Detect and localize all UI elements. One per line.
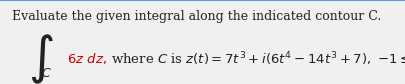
Text: Evaluate the given integral along the indicated contour C.: Evaluate the given integral along the in… — [12, 10, 382, 23]
Text: $\int$: $\int$ — [28, 32, 53, 84]
Text: where $C$ is $z(t) = 7t^3 + i(6t^4 - 14t^3 + 7),\ {-1} \leq t \leq 1$: where $C$ is $z(t) = 7t^3 + i(6t^4 - 14t… — [111, 50, 405, 68]
Text: $6z\ dz,$: $6z\ dz,$ — [67, 51, 107, 66]
Text: $C$: $C$ — [41, 67, 52, 80]
